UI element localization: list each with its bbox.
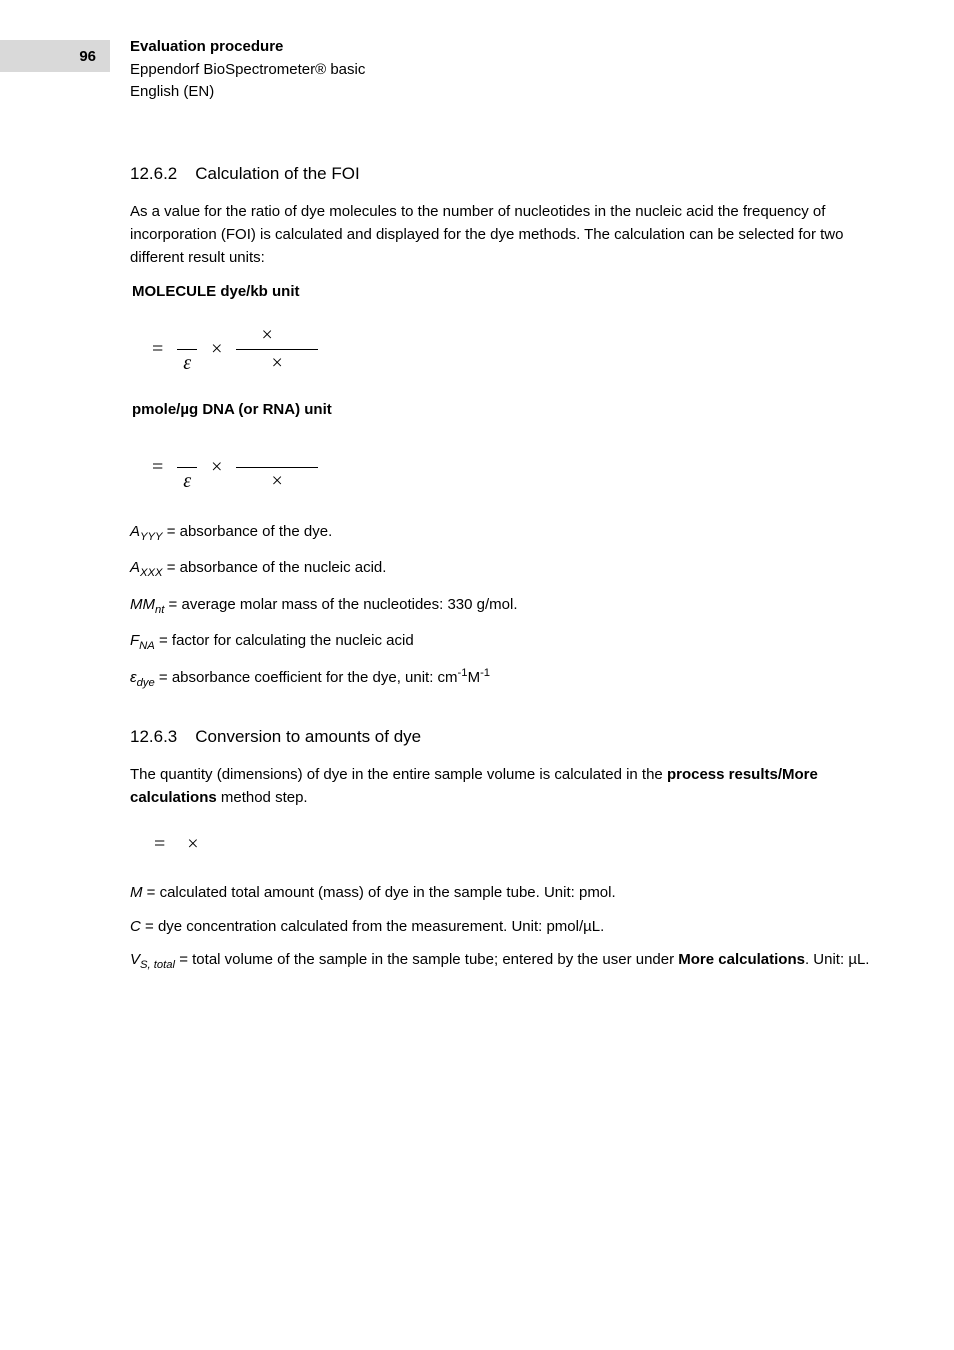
header-sub1: Eppendorf BioSpectrometer® basic [130,59,894,82]
def-symbol: C [130,918,141,935]
def-text: = dye concentration calculated from the … [141,918,604,935]
def-c: C = dye concentration calculated from th… [130,914,894,940]
fraction-bar [236,349,317,350]
def-symbol: F [130,632,139,649]
def-text: = absorbance of the nucleic acid. [163,559,387,576]
def-subscript: dye [137,677,155,689]
header-sub2: English (EN) [130,81,894,104]
section-heading-conv: 12.6.3 Conversion to amounts of dye [130,727,894,747]
times-sign: × [267,352,286,374]
def-v: VS, total = total volume of the sample i… [130,947,894,975]
def-text: = absorbance coefficient for the dye, un… [155,669,458,686]
section-number: 12.6.2 [130,164,177,184]
section-number: 12.6.3 [130,727,177,747]
def-superscript: -1 [458,667,468,679]
def-symbol: A [130,523,140,540]
section-heading-foi: 12.6.2 Calculation of the FOI [130,164,894,184]
def-symbol: A [130,559,140,576]
conv-intro: The quantity (dimensions) of dye in the … [130,763,894,810]
section-title: Conversion to amounts of dye [195,727,421,747]
equals-sign: = [148,456,167,479]
fraction-1a: ε [177,324,197,375]
def-symbol: MM [130,596,155,613]
unit1-label: MOLECULE dye/kb unit [132,283,894,300]
def-text: = average molar mass of the nucleotides:… [164,596,517,613]
formula-unit2: = ε × × [130,428,894,511]
foi-intro: As a value for the ratio of dye molecule… [130,200,894,270]
def-eps: εdye = absorbance coefficient for the dy… [130,664,894,693]
fraction-bar [177,349,197,350]
def-bold: More calculations [678,951,805,968]
fraction-bar [177,467,197,468]
conv-intro-a: The quantity (dimensions) of dye in the … [130,766,667,783]
times-sign: × [257,324,276,346]
fraction-1b: × × [236,324,317,375]
def-text: = factor for calculating the nucleic aci… [155,632,414,649]
def-text: = absorbance of the dye. [163,523,333,540]
def-symbol: V [130,951,140,968]
def-axx: AXXX = absorbance of the nucleic acid. [130,555,894,583]
def-subscript: nt [155,604,164,616]
page: 96 Evaluation procedure Eppendorf BioSpe… [0,0,954,1350]
def-symbol: ε [130,669,137,686]
def-symbol: M [130,884,143,901]
formula-conv: = × [130,823,894,872]
equals-sign: = [148,833,171,855]
def-subscript: NA [139,640,155,652]
def-text: M [468,669,481,686]
formula-unit1: = ε × × × [130,310,894,393]
conv-intro-c: method step. [217,789,308,806]
equals-sign: = [148,338,167,361]
running-header: Evaluation procedure Eppendorf BioSpectr… [130,36,894,104]
def-m: M = calculated total amount (mass) of dy… [130,880,894,906]
times-sign: × [181,833,204,855]
times-sign: × [267,470,286,492]
def-subscript: S, total [140,959,175,971]
def-subscript: YYY [140,531,163,543]
page-number: 96 [79,48,96,65]
unit2-label: pmole/µg DNA (or RNA) unit [132,401,894,418]
def-ayy: AYYY = absorbance of the dye. [130,519,894,547]
def-superscript: -1 [480,667,490,679]
fraction-2b: × [236,442,317,493]
epsilon-symbol: ε [183,352,191,374]
times-sign: × [207,456,226,479]
def-text: = total volume of the sample in the samp… [175,951,678,968]
fraction-2a: ε [177,442,197,493]
page-number-tab: 96 [0,40,110,72]
section-title: Calculation of the FOI [195,164,359,184]
fraction-bar [236,467,317,468]
epsilon-symbol: ε [183,470,191,492]
def-mm: MMnt = average molar mass of the nucleot… [130,592,894,620]
header-title: Evaluation procedure [130,36,894,59]
def-fna: FNA = factor for calculating the nucleic… [130,628,894,656]
def-subscript: XXX [140,567,163,579]
def-text: = calculated total amount (mass) of dye … [143,884,616,901]
times-sign: × [207,338,226,361]
def-text: . Unit: µL. [805,951,870,968]
